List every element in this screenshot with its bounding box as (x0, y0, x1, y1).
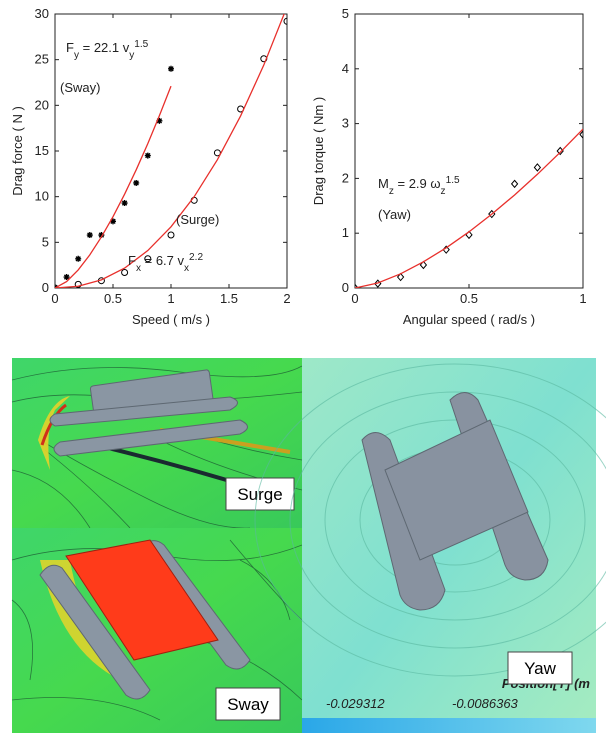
annotation-part: M (378, 176, 389, 191)
annotation-part: (Surge) (176, 212, 219, 227)
simulation-images: Surge Sway Position[Y] (m -0.029312 -0.0… (12, 358, 606, 733)
y-tick-label: 10 (35, 189, 49, 204)
data-point (122, 200, 128, 206)
colorbar-tick: -0.0086363 (452, 696, 519, 711)
annotation-part: = 6.7 v (141, 253, 184, 268)
x-tick-label: 0 (51, 291, 58, 306)
annotation-part: 1.5 (134, 39, 148, 50)
annotation: (Yaw) (378, 207, 411, 222)
annotation-part: (Sway) (60, 80, 100, 95)
figure: Surge Sway Position[Y] (m -0.029312 -0.0… (0, 0, 606, 733)
plot-area (55, 14, 287, 288)
data-point (145, 153, 151, 159)
data-point (87, 232, 93, 238)
y-tick-label: 2 (342, 170, 349, 185)
x-axis-label: Angular speed ( rad/s ) (403, 312, 535, 327)
annotation-part: = 22.1 v (79, 40, 130, 55)
annotation-part: = 2.9 ω (394, 176, 441, 191)
annotation: (Surge) (176, 212, 219, 227)
y-tick-label: 3 (342, 116, 349, 131)
image-label: Sway (227, 695, 269, 714)
image-label: Surge (237, 485, 282, 504)
annotation-part: F (66, 40, 74, 55)
y-tick-label: 15 (35, 143, 49, 158)
annotation-part: 1.5 (446, 175, 460, 186)
data-point (75, 256, 81, 262)
surge-image: Surge (12, 358, 302, 528)
yaw-image: Position[Y] (m -0.029312 -0.0086363 Yaw (255, 358, 606, 733)
y-tick-label: 1 (342, 225, 349, 240)
annotation-part: 2.2 (189, 252, 203, 263)
y-tick-label: 0 (342, 280, 349, 295)
annotation-part: z (441, 186, 446, 197)
y-axis-label: Drag torque ( Nm ) (311, 97, 326, 205)
x-tick-label: 0.5 (104, 291, 122, 306)
annotation-part: F (128, 253, 136, 268)
plot-area (355, 14, 583, 288)
annotation: (Sway) (60, 80, 100, 95)
y-tick-label: 5 (42, 234, 49, 249)
y-tick-label: 0 (42, 280, 49, 295)
x-tick-label: 1 (579, 291, 586, 306)
y-tick-label: 30 (35, 6, 49, 21)
x-tick-label: 0 (351, 291, 358, 306)
x-tick-label: 2 (283, 291, 290, 306)
sway-image: Sway (12, 528, 302, 733)
annotation-part: (Yaw) (378, 207, 411, 222)
y-tick-label: 4 (342, 61, 349, 76)
y-tick-label: 5 (342, 6, 349, 21)
data-point (133, 180, 139, 186)
x-tick-label: 1.5 (220, 291, 238, 306)
image-label: Yaw (524, 659, 557, 678)
y-tick-label: 20 (35, 97, 49, 112)
y-axis-label: Drag force ( N ) (10, 106, 25, 196)
chart: 0 0.5 1 0 1 2 3 4 5 Angular speed ( rad/s ) Drag t… (311, 6, 587, 327)
annotation-part: x (184, 263, 189, 274)
x-tick-label: 0.5 (460, 291, 478, 306)
data-point (168, 66, 174, 72)
x-axis-label: Speed ( m/s ) (132, 312, 210, 327)
y-tick-label: 25 (35, 52, 49, 67)
colorbar-tick: -0.029312 (326, 696, 385, 711)
x-tick-label: 1 (167, 291, 174, 306)
